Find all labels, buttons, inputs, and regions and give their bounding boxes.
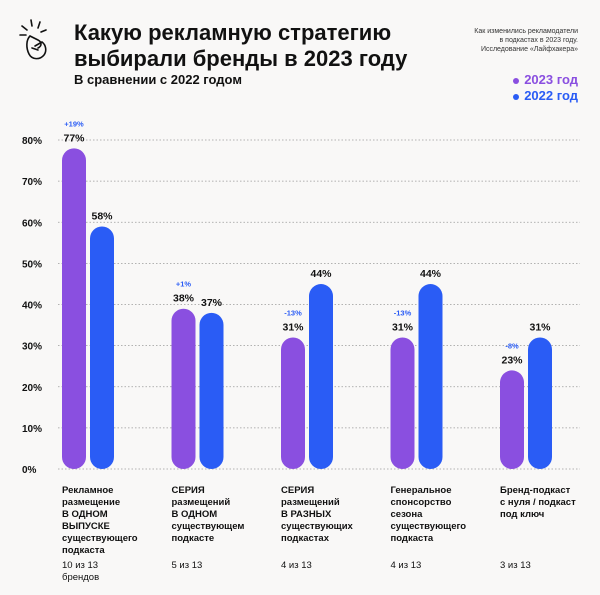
category-label-line: ВЫПУСКЕ — [62, 521, 110, 532]
count-label-line: 3 из 13 — [500, 560, 531, 571]
value-label: 44% — [310, 268, 332, 280]
value-label: 23% — [501, 354, 523, 366]
change-label: -8% — [505, 341, 519, 350]
source-line: Как изменились рекламодатели — [474, 28, 578, 35]
y-tick-label: 60% — [22, 218, 42, 229]
category-label-line: Бренд-подкаст — [500, 485, 571, 496]
legend-item-2023: 2023 год — [513, 72, 578, 88]
change-label: -13% — [394, 309, 412, 318]
y-tick-label: 0% — [22, 465, 37, 476]
category-label-line: существующем — [171, 521, 245, 532]
count-label-line: 4 из 13 — [281, 560, 312, 571]
count-label: 10 из 13 брендов — [62, 560, 162, 584]
bar-2023 — [62, 148, 86, 469]
value-label: 58% — [91, 210, 113, 222]
y-tick-label: 10% — [22, 424, 42, 435]
bar-2022 — [528, 337, 552, 469]
legend-dot-icon — [513, 77, 520, 84]
value-label: 31% — [529, 322, 551, 334]
value-label: 77% — [63, 132, 85, 144]
category-label-line: под ключ — [500, 509, 545, 520]
bar-2023 — [281, 337, 305, 469]
bar-2022 — [199, 312, 224, 469]
bar-2022 — [418, 284, 443, 469]
bar-2023 — [500, 370, 524, 469]
bar-2023 — [171, 308, 196, 469]
source-line: Исследование «Лайфхакера» — [480, 46, 578, 53]
value-label: 44% — [420, 268, 442, 280]
count-label: 4 из 13 — [281, 560, 381, 572]
count-label-line: брендов — [62, 572, 100, 583]
legend: 2023 год 2022 год — [513, 72, 578, 104]
category-label: Бренд-подкаст с нуля / подкаст под ключ — [500, 485, 600, 521]
category-label-line: В ОДНОМ — [62, 509, 108, 520]
category-label-line: подкасте — [171, 533, 215, 544]
y-tick-label: 50% — [22, 259, 42, 270]
y-tick-label: 80% — [22, 136, 42, 147]
category-label-line: размещений — [171, 497, 231, 508]
category-label-line: подкаста — [390, 533, 434, 544]
legend-label: 2023 год — [524, 72, 578, 87]
category-label-line: размещение — [62, 497, 121, 508]
chart-title: Какую рекламную стратегию выбирали бренд… — [74, 20, 408, 71]
chart-subtitle: В сравнении с 2022 годом — [74, 72, 242, 87]
category-label-line: подкаста — [62, 545, 105, 556]
change-label: -13% — [284, 309, 302, 318]
category-label-line: подкастах — [281, 533, 329, 544]
category-label-line: существующего — [390, 521, 467, 532]
category-label-line: существующего — [62, 533, 138, 544]
count-label-line: 5 из 13 — [171, 560, 203, 571]
source-note: Как изменились рекламодатели в подкастах… — [438, 27, 578, 54]
count-label: 4 из 13 — [391, 560, 491, 572]
y-tick-label: 30% — [22, 342, 42, 353]
category-label-line: В ОДНОМ — [171, 509, 218, 520]
category-label-line: с нуля / подкаст — [500, 497, 576, 508]
bar-2023 — [390, 337, 415, 469]
category-label: Генеральное спонсорство сезона существующег… — [391, 485, 491, 545]
count-label-line: 4 из 13 — [390, 560, 422, 571]
y-tick-label: 40% — [22, 301, 42, 312]
category-label-line: В РАЗНЫХ — [281, 509, 332, 520]
brand-icon — [19, 19, 47, 60]
category-label-line: размещений — [281, 497, 340, 508]
y-tick-label: 70% — [22, 177, 42, 188]
category-label-line: существующих — [281, 521, 353, 532]
category-label-line: Рекламное — [62, 485, 114, 496]
change-label: +1% — [176, 280, 192, 289]
category-label-line: СЕРИЯ — [281, 485, 315, 496]
legend-item-2022: 2022 год — [513, 88, 578, 104]
category-label: Рекламное размещение В ОДНОМ ВЫПУСКЕ существ… — [62, 485, 162, 557]
category-label: СЕРИЯ размещений В ОДНОМ существующем подкас… — [172, 485, 272, 545]
change-label: +19% — [64, 119, 84, 128]
category-label: СЕРИЯ размещений В РАЗНЫХ существующих подка… — [281, 485, 381, 545]
category-label-line: сезона — [390, 509, 423, 520]
bar-2022 — [309, 284, 333, 469]
category-label-line: Генеральное — [390, 485, 452, 496]
count-label-line: 10 из 13 — [62, 560, 99, 571]
value-label: 37% — [201, 297, 223, 309]
value-label: 31% — [392, 322, 414, 334]
category-label-line: СЕРИЯ — [171, 485, 205, 496]
value-label: 38% — [173, 293, 195, 305]
source-line: в подкастах в 2023 году. — [499, 37, 578, 44]
legend-dot-icon — [513, 93, 520, 100]
value-label: 31% — [282, 322, 304, 334]
count-label: 5 из 13 — [172, 560, 272, 572]
legend-label: 2022 год — [524, 88, 578, 103]
y-tick-label: 20% — [22, 383, 42, 394]
count-label: 3 из 13 — [500, 560, 600, 572]
category-label-line: спонсорство — [390, 497, 452, 508]
bar-2022 — [90, 226, 114, 469]
